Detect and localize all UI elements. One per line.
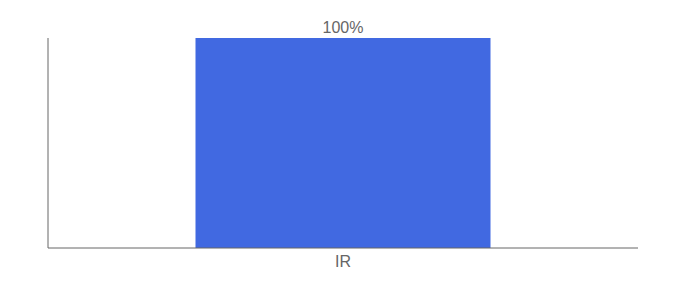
svg-text:IR: IR: [335, 253, 351, 270]
svg-text:100%: 100%: [323, 19, 364, 36]
